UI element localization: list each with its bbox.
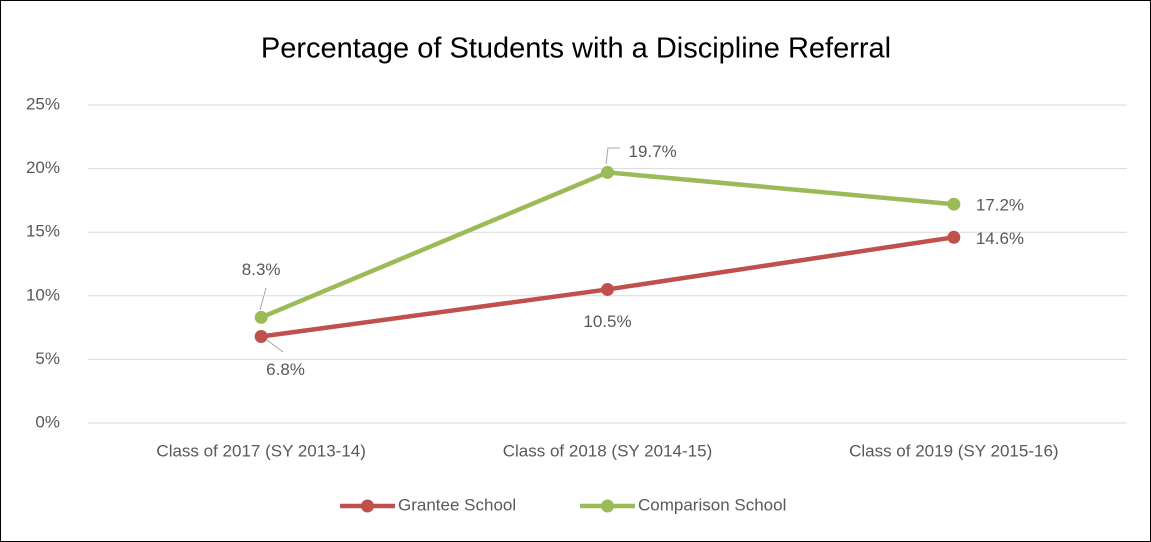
legend-label: Grantee School [398,495,516,514]
data-label: 19.7% [629,142,677,161]
point-marker [947,197,961,211]
data-label: 8.3% [242,260,281,279]
y-tick-label: 5% [35,349,60,368]
y-tick-label: 20% [26,158,60,177]
legend-marker [601,499,614,513]
leader-line [259,287,267,311]
data-label: 17.2% [976,196,1024,215]
leader-line [605,147,620,165]
data-label: 6.8% [266,360,305,379]
chart-title: Percentage of Students with a Discipline… [261,33,891,65]
y-tick-label: 0% [35,412,60,431]
x-tick-label: Class of 2017 (SY 2013-14) [156,441,365,460]
point-marker [254,330,268,344]
data-label: 10.5% [583,312,631,331]
y-tick-label: 25% [26,94,60,113]
x-tick-label: Class of 2019 (SY 2015-16) [849,441,1058,460]
point-marker [601,165,614,179]
point-marker [601,282,614,296]
y-tick-label: 15% [26,222,60,241]
point-marker [947,230,961,244]
x-tick-label: Class of 2018 (SY 2014-15) [503,441,712,460]
legend-marker [361,499,374,513]
legend-label: Comparison School [638,495,786,514]
y-tick-label: 10% [26,285,60,304]
point-marker [254,310,268,324]
leader-line [266,339,284,353]
data-label: 14.6% [976,229,1024,248]
